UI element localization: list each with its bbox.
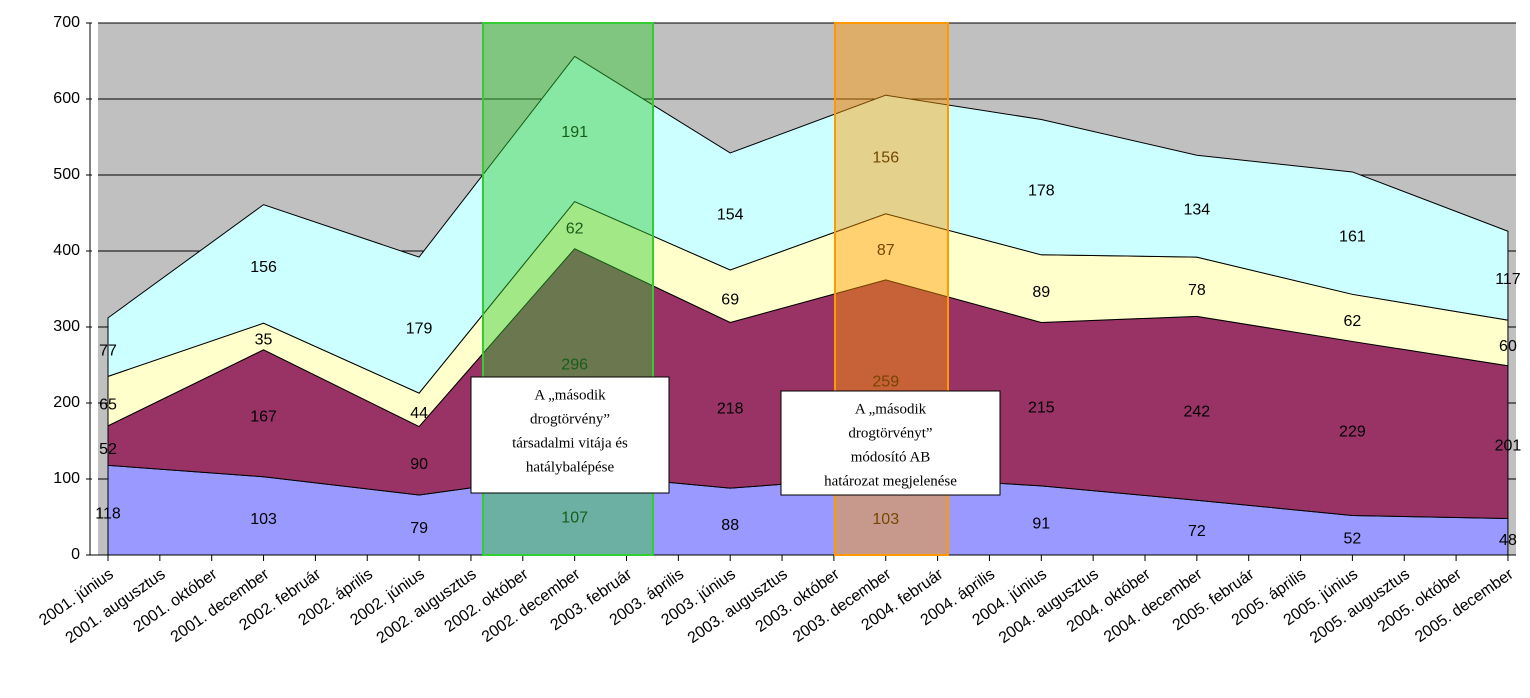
data-label: 134 xyxy=(1183,201,1210,218)
data-label: 167 xyxy=(250,408,277,425)
data-label: 79 xyxy=(410,520,428,537)
data-label: 88 xyxy=(721,517,739,534)
data-label: 107 xyxy=(561,510,588,527)
x-tick-label: 2005. december xyxy=(1412,565,1517,646)
y-tick-label: 100 xyxy=(53,470,80,487)
data-label: 161 xyxy=(1339,228,1366,245)
data-label: 156 xyxy=(250,259,277,276)
data-label: 52 xyxy=(1344,530,1362,547)
annotation-text: módosító AB xyxy=(851,449,931,465)
y-tick-label: 700 xyxy=(53,14,80,31)
annotation-text: A „második xyxy=(855,401,927,417)
data-label: 60 xyxy=(1499,338,1517,355)
data-label: 117 xyxy=(1495,271,1521,288)
data-label: 191 xyxy=(561,124,588,141)
annotation-text: drogtörvény” xyxy=(530,411,610,427)
data-label: 78 xyxy=(1188,282,1206,299)
y-tick-label: 0 xyxy=(71,546,80,563)
annotation-text: társadalmi vitája és xyxy=(512,435,628,451)
data-label: 154 xyxy=(717,207,744,224)
data-label: 77 xyxy=(99,342,117,359)
data-label: 296 xyxy=(561,356,588,373)
y-tick-label: 400 xyxy=(53,242,80,259)
y-tick-label: 600 xyxy=(53,90,80,107)
annotation-text: A „második xyxy=(534,387,606,403)
data-label: 65 xyxy=(99,396,117,413)
data-label: 118 xyxy=(95,505,121,522)
data-label: 201 xyxy=(1495,437,1522,454)
data-label: 52 xyxy=(99,441,117,458)
data-label: 62 xyxy=(1344,313,1362,330)
data-label: 229 xyxy=(1339,424,1366,441)
annotation-box xyxy=(780,390,1001,496)
data-label: 103 xyxy=(872,511,899,528)
data-label: 215 xyxy=(1028,399,1055,416)
annotation-box xyxy=(470,376,670,494)
data-label: 35 xyxy=(255,332,273,349)
y-tick-label: 200 xyxy=(53,394,80,411)
data-label: 91 xyxy=(1032,516,1050,533)
data-label: 178 xyxy=(1028,182,1055,199)
data-label: 179 xyxy=(406,320,433,337)
data-label: 87 xyxy=(877,242,895,259)
data-label: 72 xyxy=(1188,523,1206,540)
data-label: 69 xyxy=(721,291,739,308)
data-label: 62 xyxy=(566,220,584,237)
data-label: 242 xyxy=(1183,404,1210,421)
annotation-text: hatálybalépése xyxy=(526,459,615,475)
y-tick-label: 500 xyxy=(53,166,80,183)
data-label: 48 xyxy=(1499,532,1517,549)
data-label: 259 xyxy=(872,374,899,391)
annotation-text: határozat megjelenése xyxy=(824,473,957,489)
data-label: 90 xyxy=(410,456,428,473)
data-label: 218 xyxy=(717,400,744,417)
data-label: 89 xyxy=(1032,284,1050,301)
data-label: 103 xyxy=(250,511,277,528)
annotation-text: drogtörvényt” xyxy=(848,425,932,441)
data-label: 156 xyxy=(872,150,899,167)
area xyxy=(107,55,1509,394)
data-label: 44 xyxy=(410,405,428,422)
y-tick-label: 300 xyxy=(53,318,80,335)
